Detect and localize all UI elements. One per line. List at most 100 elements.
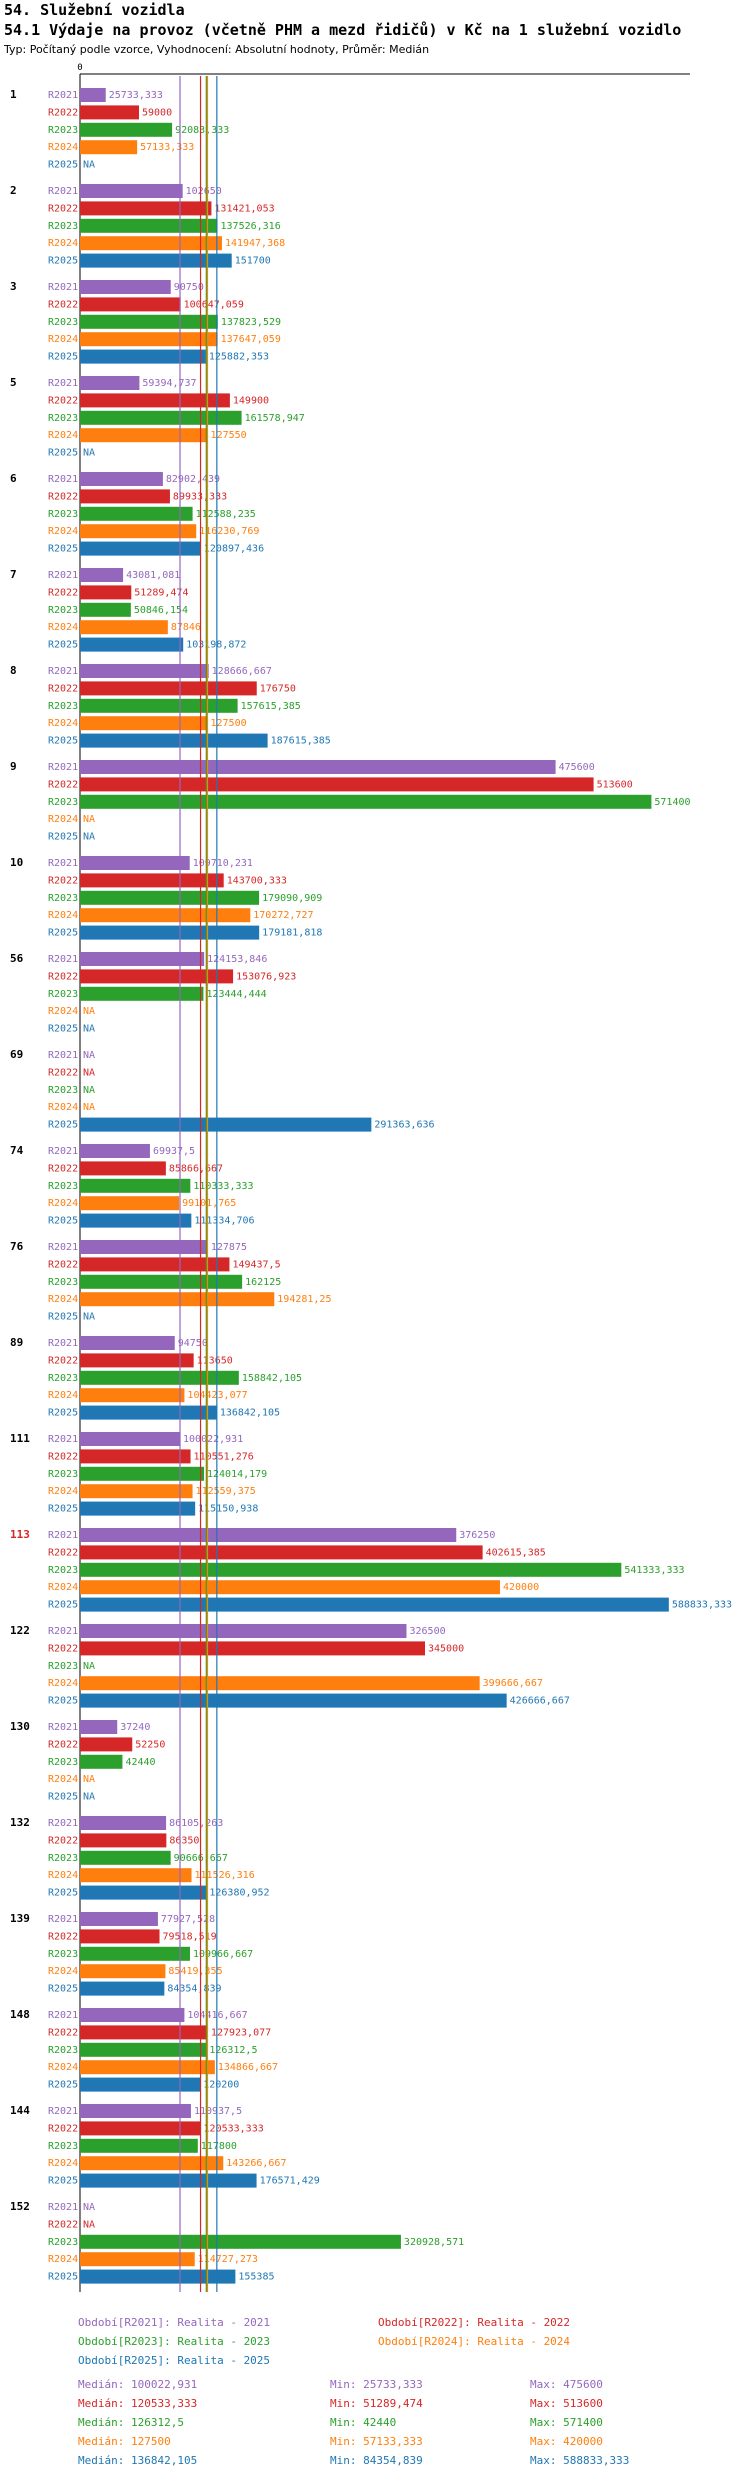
bar	[80, 1737, 133, 1752]
series-label: R2022	[48, 971, 78, 982]
legend-min-r2021: Min: 25733,333	[330, 2378, 423, 2391]
bar	[80, 890, 260, 905]
bar	[80, 1484, 193, 1499]
series-label: R2022	[48, 1835, 78, 1846]
legend-min-r2024: Min: 57133,333	[330, 2435, 423, 2448]
data-label: 94750	[178, 1338, 208, 1349]
data-label: 420000	[503, 1582, 539, 1593]
series-label: R2022	[48, 2219, 78, 2230]
data-label: 124014,179	[207, 1469, 267, 1480]
bar	[80, 1501, 196, 1516]
data-label: 42440	[125, 1757, 155, 1768]
series-label: R2023	[48, 797, 78, 808]
series-label: R2023	[48, 317, 78, 328]
bar	[80, 681, 257, 696]
bar	[80, 472, 163, 486]
bar	[80, 873, 224, 888]
group-label: 9	[10, 760, 17, 773]
data-label: 120533,333	[204, 2123, 264, 2134]
series-label: R2024	[48, 814, 78, 825]
series-label: R2023	[48, 2141, 78, 2152]
data-label: 116230,769	[199, 526, 259, 537]
series-label: R2022	[48, 1259, 78, 1270]
series-label: R2024	[48, 1294, 78, 1305]
legend-median-r2025: Medián: 136842,105	[78, 2454, 198, 2467]
data-label: 127875	[211, 1242, 247, 1253]
data-label: 571400	[654, 797, 690, 808]
data-label: 475600	[559, 762, 595, 773]
data-label: 125882,353	[209, 352, 269, 363]
bar	[80, 1528, 457, 1542]
data-label: 326500	[410, 1626, 446, 1637]
group-label: 7	[10, 568, 17, 581]
legend-median-r2023: Medián: 126312,5	[78, 2416, 184, 2429]
group-label: 111	[10, 1432, 30, 1445]
series-label: R2025	[48, 1408, 78, 1419]
bar	[80, 664, 209, 678]
na-label: NA	[83, 832, 95, 843]
series-label: R2024	[48, 1678, 78, 1689]
bar	[80, 1274, 243, 1289]
na-label: NA	[83, 1792, 95, 1803]
data-label: 86105,263	[169, 1818, 223, 1829]
data-label: 50846,154	[134, 605, 188, 616]
series-label: R2023	[48, 701, 78, 712]
data-label: 187615,385	[271, 736, 331, 747]
bar	[80, 236, 222, 251]
bar	[80, 1676, 480, 1691]
series-label: R2021	[48, 1146, 78, 1157]
data-label: 588833,333	[672, 1600, 732, 1611]
series-label: R2024	[48, 238, 78, 249]
series-label: R2022	[48, 1163, 78, 1174]
data-label: 25733,333	[109, 90, 163, 101]
series-label: R2021	[48, 2106, 78, 2117]
legend-max-r2022: Max: 513600	[530, 2397, 603, 2410]
bar	[80, 2104, 191, 2118]
series-label: R2025	[48, 736, 78, 747]
data-label: 320928,571	[404, 2237, 464, 2248]
legend-min-r2025: Min: 84354,839	[330, 2454, 423, 2467]
legend-period-r2024: Období[R2024]: Realita - 2024	[378, 2335, 571, 2348]
series-label: R2025	[48, 1312, 78, 1323]
bar	[80, 1912, 158, 1926]
bar	[80, 2060, 215, 2075]
bar	[80, 1580, 500, 1595]
data-label: 155385	[238, 2272, 274, 2283]
series-label: R2022	[48, 1931, 78, 1942]
series-label: R2025	[48, 2272, 78, 2283]
bar	[80, 2077, 201, 2092]
series-label: R2021	[48, 1914, 78, 1925]
group-label: 76	[10, 1240, 24, 1253]
bar	[80, 1432, 181, 1446]
data-label: 127500	[211, 718, 247, 729]
na-label: NA	[83, 2202, 95, 2213]
data-label: 376250	[459, 1530, 495, 1541]
bar	[80, 1720, 118, 1734]
bar	[80, 1981, 165, 1996]
bar	[80, 1196, 180, 1211]
data-label: 114727,273	[198, 2254, 258, 2265]
series-label: R2023	[48, 1661, 78, 1672]
data-label: 87846	[171, 622, 201, 633]
bar	[80, 122, 173, 137]
data-label: 92083,333	[175, 125, 229, 136]
data-label: 127923,077	[211, 2027, 271, 2038]
bar	[80, 428, 208, 443]
data-label: 37240	[120, 1722, 150, 1733]
data-label: 100647,059	[184, 299, 244, 310]
bar	[80, 1964, 166, 1979]
data-label: 127550	[211, 430, 247, 441]
series-label: R2022	[48, 1547, 78, 1558]
na-label: NA	[83, 1024, 95, 1035]
bar	[80, 280, 171, 294]
bar	[80, 1946, 190, 1961]
series-label: R2022	[48, 1067, 78, 1078]
bar	[80, 1929, 160, 1944]
series-label: R2021	[48, 762, 78, 773]
series-label: R2025	[48, 448, 78, 459]
data-label: 90750	[174, 282, 204, 293]
series-label: R2024	[48, 1486, 78, 1497]
series-label: R2025	[48, 1120, 78, 1131]
bar	[80, 376, 140, 390]
data-label: 110551,276	[194, 1451, 254, 1462]
